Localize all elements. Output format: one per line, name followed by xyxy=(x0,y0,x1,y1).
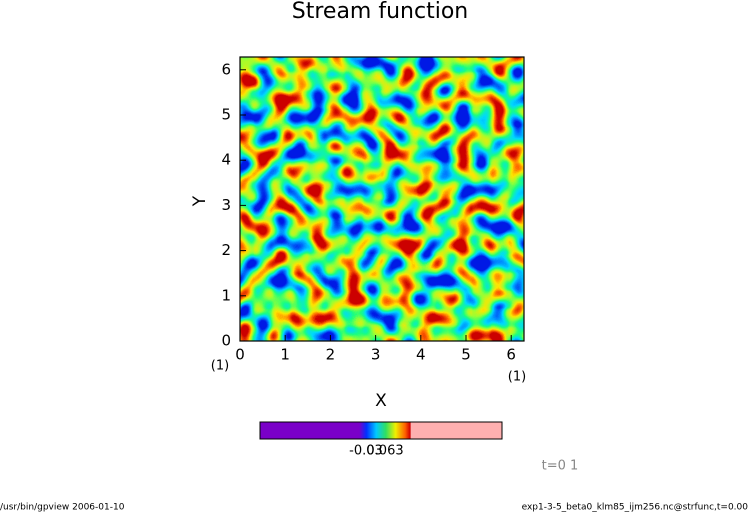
y-tick-label: 2 xyxy=(221,241,231,259)
colorbar-label: 0.063 xyxy=(366,444,403,459)
x-unit: (1) xyxy=(508,370,526,385)
colorbar-label: -0.03 xyxy=(349,444,383,459)
x-tick-label: 6 xyxy=(506,346,516,364)
x-tick-label: 2 xyxy=(326,346,336,364)
y-tick-label: 4 xyxy=(221,151,231,169)
plot-frame xyxy=(239,56,525,342)
colorbar xyxy=(259,421,503,440)
y-tick-label: 1 xyxy=(221,286,231,304)
y-tick-label: 5 xyxy=(221,105,231,123)
x-tick-label: 4 xyxy=(416,346,426,364)
x-tick-label: 0 xyxy=(235,346,245,364)
plot-area xyxy=(239,56,525,342)
x-tick-label: 1 xyxy=(280,346,290,364)
footer-left: /usr/bin/gpview 2006-01-10 xyxy=(0,503,125,513)
x-tick-label: 3 xyxy=(371,346,381,364)
time-label: t=0 1 xyxy=(542,459,579,474)
field-image xyxy=(240,57,524,341)
y-tick-label: 3 xyxy=(221,196,231,214)
chart-title: Stream function xyxy=(292,0,468,24)
y-unit: (1) xyxy=(211,359,229,374)
x-axis-label: X xyxy=(375,391,387,411)
y-axis-label: Y xyxy=(190,195,210,207)
x-tick-label: 5 xyxy=(461,346,471,364)
y-tick-label: 6 xyxy=(221,60,231,78)
y-tick-label: 0 xyxy=(221,332,231,350)
footer-right: exp1-3-5_beta0_klm85_ijm256.nc@strfunc,t… xyxy=(522,503,748,513)
